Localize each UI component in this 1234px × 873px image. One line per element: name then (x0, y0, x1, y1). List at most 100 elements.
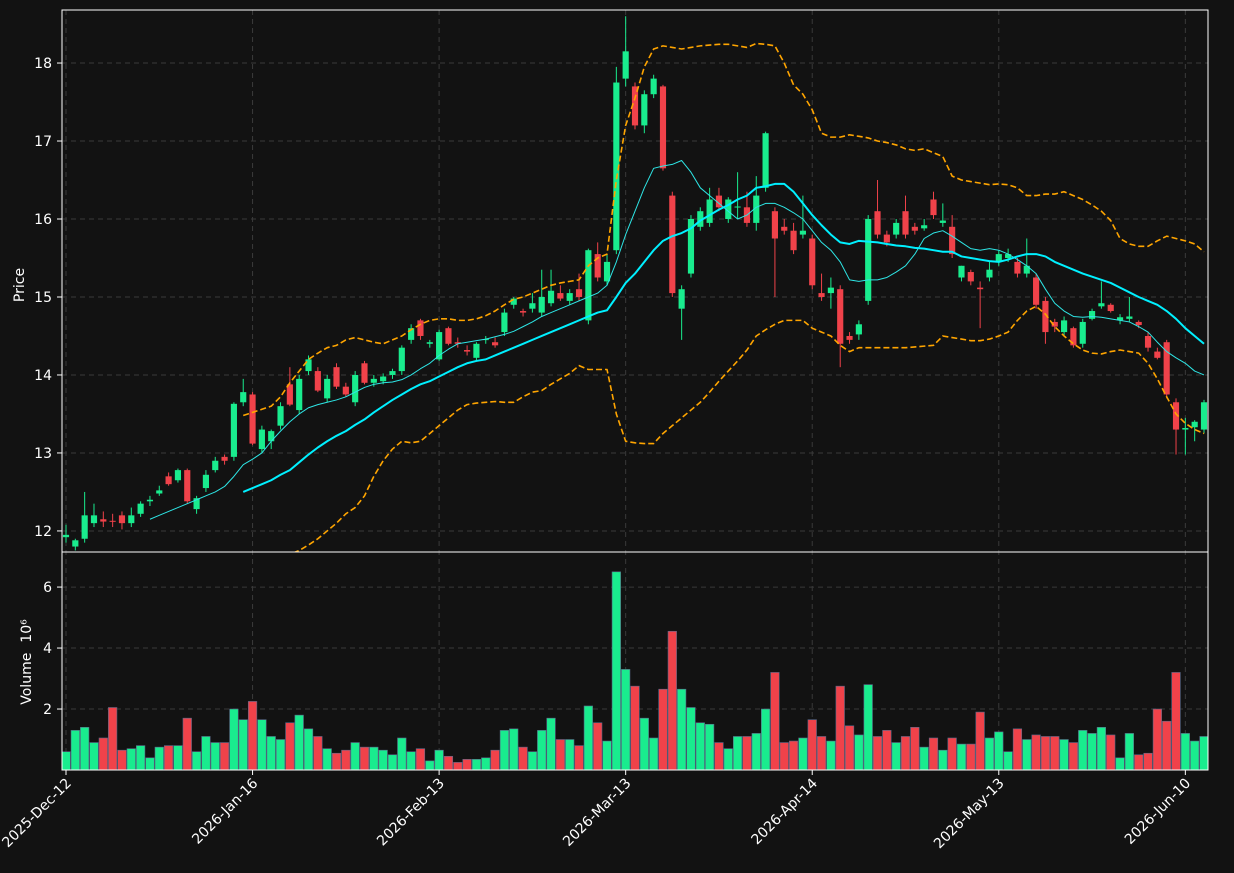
candle-body (659, 86, 667, 169)
candle-body (818, 293, 825, 297)
candle-body (1191, 421, 1198, 428)
volume-bar (369, 746, 379, 770)
candle-body (370, 378, 377, 383)
volume-bar (1078, 730, 1088, 770)
volume-bar (891, 742, 901, 770)
volume-bar (984, 737, 995, 770)
volume-bar (434, 749, 444, 770)
candle-body (72, 540, 79, 547)
candle-body (333, 367, 340, 387)
candle-body (566, 293, 573, 301)
candle-body (967, 272, 974, 282)
volume-bar (574, 745, 584, 770)
volume-bar (303, 728, 314, 770)
volume-bar (313, 736, 323, 770)
volume-bar (275, 739, 286, 770)
volume-bar (415, 748, 426, 770)
volume-bar (359, 746, 370, 770)
volume-bar (62, 751, 71, 770)
candle-body (1144, 335, 1152, 348)
candle-body (538, 296, 545, 313)
volume-bar (882, 730, 892, 770)
volume-bar (462, 759, 472, 770)
volume-bar (677, 688, 687, 770)
volume-bar (760, 708, 771, 770)
candle-body (100, 519, 107, 522)
volume-bar (294, 714, 304, 770)
volume-label: Volume (19, 653, 35, 705)
volume-bar (863, 684, 873, 770)
candle-body (939, 220, 946, 223)
candle-body (193, 498, 200, 510)
candle-body (594, 254, 601, 278)
volume-bar (900, 736, 911, 770)
candle-body (464, 350, 471, 352)
candle-body (1079, 321, 1086, 344)
volume-bar (639, 717, 649, 770)
volume-bar (537, 730, 547, 770)
volume-axis-label: Volume 10⁶ (19, 619, 35, 705)
volume-bar (98, 737, 108, 770)
candle-body (156, 490, 163, 494)
volume-bar (975, 711, 985, 770)
volume-bar (742, 736, 752, 770)
volume-bar (658, 688, 668, 770)
volume-bar (89, 742, 99, 770)
candle-body (90, 515, 98, 524)
volume-bar (1152, 708, 1162, 770)
candle-body (305, 359, 312, 372)
candle-body (883, 234, 890, 243)
volume-bar (1068, 742, 1079, 770)
volume-bar (779, 742, 789, 770)
candle-body (678, 289, 685, 309)
candle-body (949, 226, 956, 255)
candle-body (510, 298, 517, 305)
volume-bar (1096, 727, 1106, 770)
volume-bar (733, 736, 743, 770)
candle-body (324, 378, 331, 399)
candle-body (1051, 321, 1058, 327)
volume-bar (136, 745, 146, 770)
candle-body (436, 332, 443, 360)
y-tick-label: 13 (34, 446, 52, 462)
volume-bar (247, 701, 258, 770)
candle-body (669, 195, 676, 294)
candle-body (352, 374, 359, 403)
candle-body (603, 261, 611, 282)
candle-body (445, 328, 452, 344)
candle-body (995, 254, 1002, 262)
y-tick-label: 18 (34, 56, 52, 72)
candle-body (547, 290, 555, 304)
candle-body (501, 312, 508, 333)
candle-body (977, 287, 984, 290)
candle-body (921, 225, 928, 229)
volume-bar (770, 672, 780, 770)
candle-body (613, 82, 620, 251)
line-series (242, 42, 1205, 417)
volume-bar (518, 746, 528, 770)
candle-body (221, 456, 228, 461)
candle-body (809, 238, 816, 286)
volume-bar (872, 736, 883, 770)
candle-body (1070, 328, 1077, 346)
candle-body (781, 226, 788, 231)
candle-body (426, 342, 433, 344)
y-tick-label: 4 (43, 641, 52, 657)
y-tick-label: 2 (43, 702, 52, 718)
candle-body (1042, 300, 1049, 333)
volume-bar (565, 739, 575, 770)
candle-body (519, 311, 527, 313)
volume-bar (331, 752, 342, 770)
volume-bar (490, 749, 500, 770)
volume-bar (854, 734, 864, 770)
volume-bar (1143, 752, 1153, 770)
candle-body (575, 289, 583, 297)
candle-body (1033, 277, 1040, 305)
volume-bar (649, 737, 659, 770)
volume-bar (182, 717, 192, 770)
candle-body (1163, 342, 1170, 395)
candle-body (268, 431, 275, 442)
volume-bar (509, 728, 519, 770)
volume-bar (621, 669, 631, 770)
